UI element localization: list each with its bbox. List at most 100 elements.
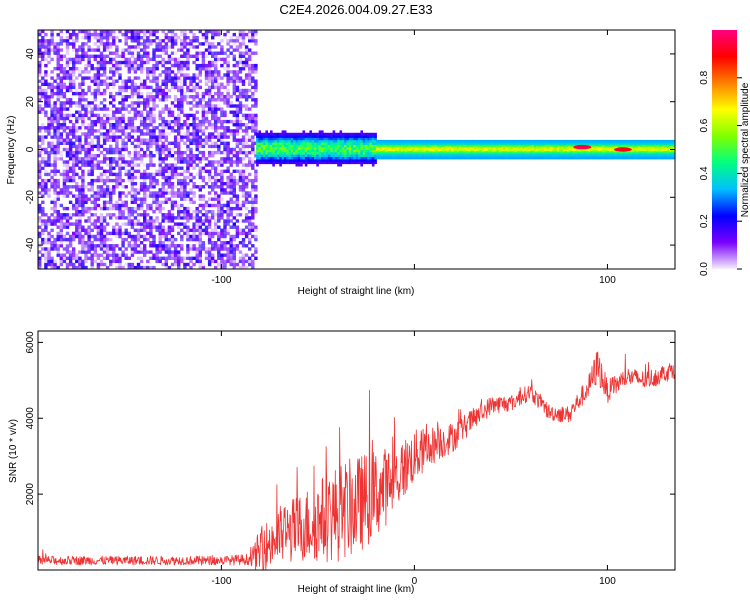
spectrogram-cell [412,139,415,142]
spectrogram-cell [38,76,42,80]
spectrogram-cell [115,144,119,149]
spectrogram-cell [109,138,113,142]
spectrogram-cell [177,36,181,40]
spectrogram-cell [244,178,249,183]
spectrogram-cell [78,54,82,58]
spectrogram-cell [211,30,215,34]
spectrogram-cell [265,159,268,162]
spectrogram-cell [226,70,230,74]
spectrogram-cell [167,219,172,223]
spectrogram-cell [72,194,76,198]
spectrogram-cell [426,157,429,160]
spectrogram-cell [167,54,172,58]
spectrogram-cell [251,166,255,170]
spectrogram-cell [115,244,119,248]
spectrogram-cell [304,161,308,165]
spectrogram-cell [414,143,417,145]
spectrogram-cell [62,101,67,105]
spectrogram-cell [451,145,454,148]
spectrogram-cell [78,197,82,201]
spectrogram-cell [232,200,236,204]
spectrogram-cell [180,178,184,183]
spectrogram-cell [220,98,224,102]
spectrogram-cell [248,70,252,74]
spectrogram-cell [232,79,236,83]
spectrogram-cell [385,148,388,150]
spectrogram-cell [235,116,240,121]
spectrogram-cell [186,231,190,236]
spectrogram-cell [410,142,413,144]
spectrogram-cell [139,91,144,96]
spectrogram-cell [207,67,212,71]
spectrogram-cell [44,73,48,77]
spectrogram-cell [47,39,51,43]
spectrogram-cell [406,139,409,142]
spectrogram-cell [68,129,73,133]
spectrogram-cell [72,39,76,43]
spectrogram-cell [389,150,392,153]
spectrogram-cell [127,216,131,220]
spectrogram-cell [399,154,402,156]
spectrogram-cell [393,144,396,147]
spectrogram-cell [279,161,282,165]
spectrogram-cell [229,129,233,133]
spectrogram-cell [173,203,178,208]
spectrogram-cell [121,138,125,142]
spectrogram-cell [75,197,79,201]
spectrogram-cell [152,79,156,83]
spectrogram-cell [279,149,282,153]
spectrogram-cell [443,150,446,153]
spectrogram-cell [93,197,97,201]
spectrogram-cell [220,259,224,264]
spectrogram-cell [367,137,370,141]
spectrogram-cell [381,143,384,145]
spectrogram-cell [429,145,433,148]
spectrogram-cell [102,82,107,86]
spectrogram-cell [443,156,446,159]
spectrogram-cell [201,265,206,269]
spectrogram-cell [149,191,153,195]
spectrogram-cell [130,88,135,93]
spectrogram-cell [351,149,354,153]
spectrogram-cell [379,145,382,148]
spectrogram-cell [143,79,147,83]
spectrogram-cell [90,213,94,217]
spectrogram-cell [84,107,88,111]
spectrogram-cell [353,151,356,155]
spectrogram-cell [186,126,190,130]
spectrogram-cell [220,244,224,248]
spectrogram-cell [130,225,135,229]
spectrogram-cell [44,241,48,245]
spectrogram-cell [220,163,224,167]
spectrogram-cell [416,157,419,160]
spectrogram-cell [195,247,199,251]
spectrogram-cell [133,222,138,226]
spectrogram-cell [217,98,221,102]
spectrogram-cell [167,73,172,77]
spectrogram-cell [121,144,125,149]
spectrogram-cell [311,154,315,157]
spectrogram-cell [263,154,266,157]
spectrogram-cell [186,129,190,133]
spectrogram-cell [207,262,212,267]
spectrogram-cell [143,188,147,192]
spectrogram-cell [62,175,67,180]
spectrogram-cell [170,182,175,186]
spectrogram-cell [274,142,278,145]
spectrogram-cell [124,200,128,204]
spectrogram-cell [105,30,110,34]
spectrogram-cell [211,79,215,83]
spectrogram-cell [170,104,175,108]
spectrogram-cell [406,155,409,157]
spectrogram-cell [44,126,48,130]
spectrogram-cell [112,135,116,139]
spectrogram-cell [339,139,343,143]
spectrogram-cell [47,126,51,130]
spectrogram-cell [136,219,141,223]
spectrogram-cell [408,145,411,148]
spectrogram-cell [226,63,230,68]
spectrogram-cell [365,137,368,141]
spectrogram-cell [152,241,156,245]
spectrogram-cell [192,182,196,186]
spectrogram-cell [426,149,429,151]
